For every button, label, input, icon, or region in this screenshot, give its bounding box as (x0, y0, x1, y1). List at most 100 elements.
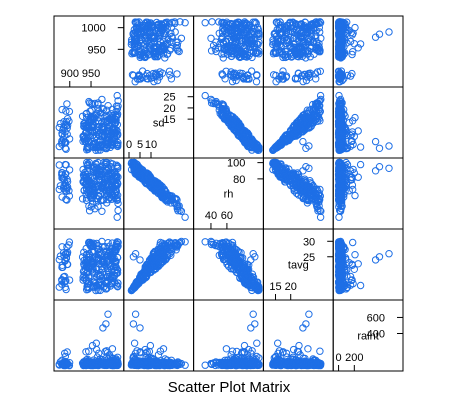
scatter-point (232, 71, 240, 80)
scatter-point (253, 278, 261, 287)
scatter-point (234, 50, 243, 58)
scatter-point (82, 348, 90, 356)
scatter-point (285, 165, 293, 173)
scatter-point (94, 195, 102, 203)
scatter-point (348, 261, 357, 269)
scatter-point (95, 349, 103, 357)
scatter-point (207, 359, 215, 368)
scatter-point (215, 18, 223, 26)
scatter-point (292, 179, 300, 188)
scatter-point (88, 172, 96, 180)
scatter-point (137, 273, 146, 281)
scatter-point (255, 283, 263, 291)
panel-sd-vs-raint (334, 91, 393, 155)
scatter-point (335, 196, 344, 205)
scatter-point (102, 144, 110, 153)
scatter-point (207, 240, 216, 249)
scatter-point (145, 263, 154, 271)
scatter-point (151, 26, 159, 34)
scatter-point (158, 249, 166, 257)
scatter-point (146, 44, 154, 52)
scatter-point (348, 31, 357, 39)
scatter-point (351, 191, 359, 200)
scatter-point (79, 178, 87, 186)
scatter-point (168, 38, 176, 46)
scatter-point (280, 25, 289, 33)
scatter-point (305, 107, 313, 115)
scatter-point (348, 50, 356, 59)
scatter-point (207, 34, 215, 42)
scatter-point (340, 179, 348, 188)
scatter-point (292, 128, 300, 136)
panels-layer (55, 18, 393, 370)
scatter-point (214, 361, 223, 369)
scatter-point (306, 43, 314, 51)
scatter-point (312, 200, 321, 208)
scatter-point (166, 46, 174, 55)
scatter-point (371, 256, 380, 264)
scatter-point (108, 113, 117, 122)
scatter-point (65, 135, 74, 143)
scatter-point (158, 182, 166, 191)
scatter-point (89, 115, 98, 124)
scatter-point (296, 49, 304, 57)
scatter-point (158, 258, 166, 267)
scatter-point (219, 54, 228, 62)
scatter-point (350, 265, 358, 273)
scatter-point (255, 32, 263, 41)
scatter-point (293, 74, 302, 83)
scatter-point (151, 33, 159, 41)
scatter-point (214, 44, 223, 52)
scatter-point (159, 23, 168, 32)
scatter-point (346, 142, 355, 150)
scatter-point (60, 252, 68, 260)
scatter-point (113, 240, 122, 249)
scatter-point (348, 181, 357, 189)
scatter-point (102, 278, 110, 287)
scatter-point (227, 26, 235, 34)
scatter-point (55, 283, 63, 291)
scatter-point (316, 28, 324, 36)
scatter-point (201, 91, 209, 100)
scatter-point (163, 50, 172, 58)
scatter-point (282, 47, 290, 56)
scatter-point (282, 136, 290, 145)
scatter-point (98, 196, 106, 205)
panel-psfc-vs-sd (127, 18, 189, 86)
scatter-point (218, 34, 226, 42)
scatter-point (94, 100, 102, 109)
scatter-point (106, 357, 114, 366)
scatter-point (246, 283, 255, 292)
scatter-point (337, 192, 345, 200)
scatter-point (83, 280, 92, 288)
scatter-point (136, 172, 144, 181)
scatter-point (153, 259, 161, 267)
panel-raint-vs-rh (201, 310, 263, 370)
scatter-point (113, 111, 122, 120)
scatter-point (181, 213, 189, 221)
scatter-point (299, 37, 308, 45)
scatter-point (294, 69, 303, 77)
scatter-point (311, 100, 320, 108)
scatter-point (346, 281, 355, 289)
scatter-point (173, 203, 182, 211)
scatter-point (287, 44, 295, 52)
scatter-point (337, 172, 345, 180)
scatter-point (159, 255, 168, 263)
panel-psfc-vs-rh (201, 18, 263, 86)
panel-raint-vs-sd (127, 310, 189, 370)
scatter-point (58, 261, 66, 269)
scatter-point (145, 50, 154, 58)
scatter-point (142, 29, 151, 37)
scatter-point (245, 279, 254, 287)
scatter-point (241, 137, 249, 146)
scatter-point (281, 178, 290, 186)
scatter-point (113, 142, 121, 150)
scatter-point (340, 50, 348, 58)
panel-psfc-vs-raint (334, 18, 393, 86)
scatter-point (346, 131, 355, 140)
scatter-point (338, 39, 346, 48)
scatter-point (89, 187, 97, 195)
scatter-point (337, 107, 345, 115)
scatter-point (62, 107, 70, 115)
